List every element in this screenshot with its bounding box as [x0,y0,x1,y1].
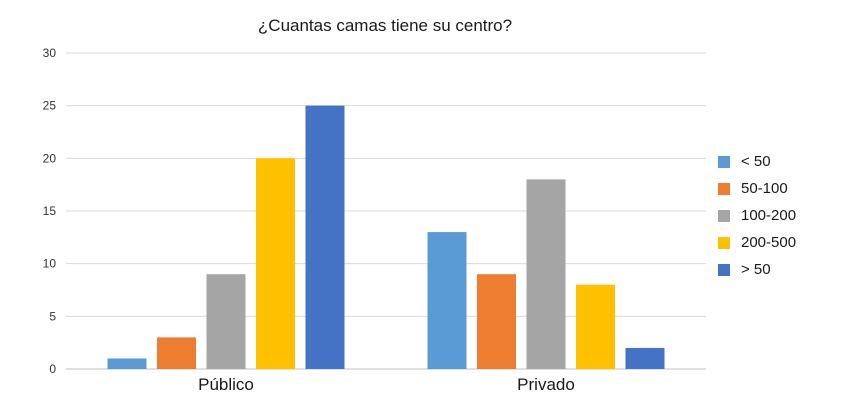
legend-label: 200-500 [741,234,797,251]
bar [625,347,665,369]
legend-label: 100-200 [741,207,797,224]
y-tick-label: 30 [43,46,57,60]
x-category-label: Privado [517,375,575,394]
legend-swatch [718,263,730,276]
legend-item: 200-500 [718,229,796,256]
bar [477,274,516,369]
y-tick-label: 10 [43,257,57,271]
y-tick-label: 20 [43,151,57,165]
legend-item: > 50 [718,256,796,283]
legend-item: 50-100 [718,175,796,202]
y-tick-label: 25 [43,99,57,113]
bar [107,358,147,369]
y-tick-label: 5 [49,309,56,323]
chart-title: ¿Cuantas camas tiene su centro? [257,16,513,35]
legend-item: < 50 [718,148,796,175]
legend-swatch [718,236,730,249]
bar [305,105,345,370]
bar [256,158,295,369]
legend-item: 100-200 [718,202,796,229]
legend-label: < 50 [741,153,771,170]
y-tick-label: 0 [49,362,56,376]
legend-swatch [718,209,730,222]
x-category-label: Público [198,375,254,394]
chart-legend: < 50 50-100 100-200 200-500 > 50 [718,148,796,283]
bar [206,274,246,369]
legend-swatch [718,182,730,195]
bar [526,179,566,369]
y-tick-label: 15 [43,204,57,218]
bar [427,232,467,369]
legend-swatch [718,155,730,168]
legend-label: 50-100 [741,180,788,197]
bar [157,337,196,369]
bar [576,284,615,369]
legend-label: > 50 [741,261,771,278]
